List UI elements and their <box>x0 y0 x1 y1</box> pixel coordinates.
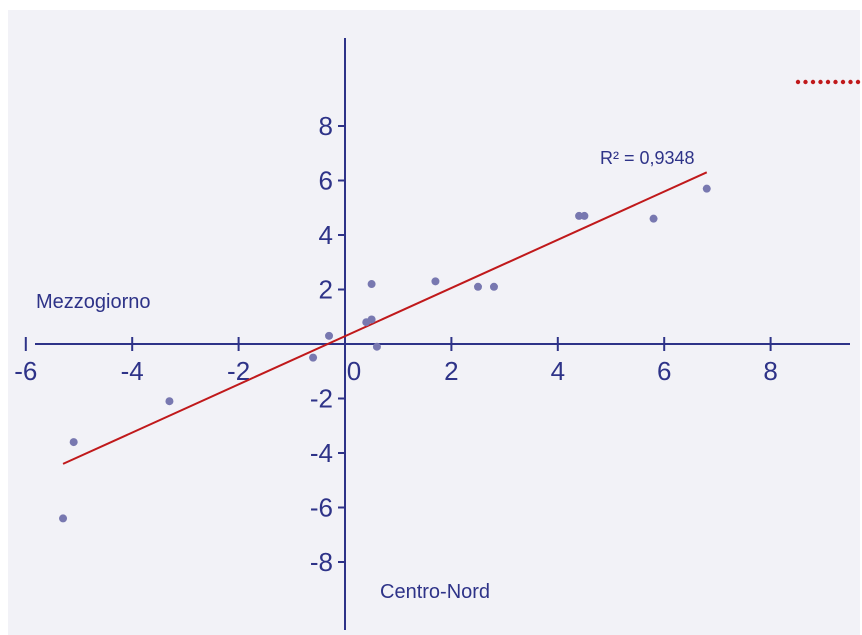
data-point <box>489 282 498 291</box>
y-tick-label: 4 <box>319 220 333 250</box>
x-tick-label: 0 <box>347 356 361 386</box>
y-tick-label: 6 <box>319 166 333 196</box>
data-point <box>69 438 78 447</box>
y-tick-label: -4 <box>310 438 333 468</box>
r-squared-label: R² = 0,9348 <box>600 148 695 168</box>
data-point <box>649 214 658 223</box>
y-tick-label: 8 <box>319 111 333 141</box>
data-point <box>367 315 376 324</box>
x-tick-label: -2 <box>227 356 250 386</box>
accent-dot <box>818 79 823 85</box>
data-point <box>59 514 68 523</box>
accent-dot <box>810 79 816 85</box>
accent-dot <box>855 79 861 85</box>
decorative-dotted-line <box>795 79 861 85</box>
trendline <box>62 171 708 465</box>
data-point <box>372 342 381 351</box>
y-tick-label: -6 <box>310 493 333 523</box>
accent-dot <box>840 79 846 85</box>
accent-dot <box>848 79 853 85</box>
data-point <box>165 397 174 406</box>
plot-background <box>8 10 860 635</box>
data-point <box>325 331 334 340</box>
accent-dot <box>803 79 808 85</box>
y-tick-label: -8 <box>310 547 333 577</box>
accent-dot <box>825 79 831 85</box>
data-points <box>59 184 711 523</box>
x-tick-label: 8 <box>763 356 777 386</box>
x-tick-label: -4 <box>121 356 144 386</box>
x-tick-label: 6 <box>657 356 671 386</box>
y-tick-label: 2 <box>319 275 333 305</box>
x-tick-label: 2 <box>444 356 458 386</box>
data-point <box>580 211 589 220</box>
axis-label-mezzogiorno: Mezzogiorno <box>36 291 151 313</box>
axes <box>35 38 850 630</box>
x-axis-ticks: -6 -4 -2 0 2 4 6 8 <box>14 337 778 386</box>
data-point <box>474 282 482 291</box>
data-point <box>309 353 318 362</box>
x-tick-label: 4 <box>551 356 565 386</box>
x-tick-label: -6 <box>14 356 37 386</box>
data-point <box>367 280 376 289</box>
accent-dot <box>833 79 838 85</box>
y-tick-label: -2 <box>310 384 333 414</box>
accent-dot <box>795 79 801 85</box>
data-point <box>702 184 711 193</box>
axis-label-centro-nord: Centro-Nord <box>380 581 490 603</box>
data-point <box>431 277 440 286</box>
y-axis-ticks: -8 -6 -4 -2 2 4 6 8 <box>310 111 345 577</box>
